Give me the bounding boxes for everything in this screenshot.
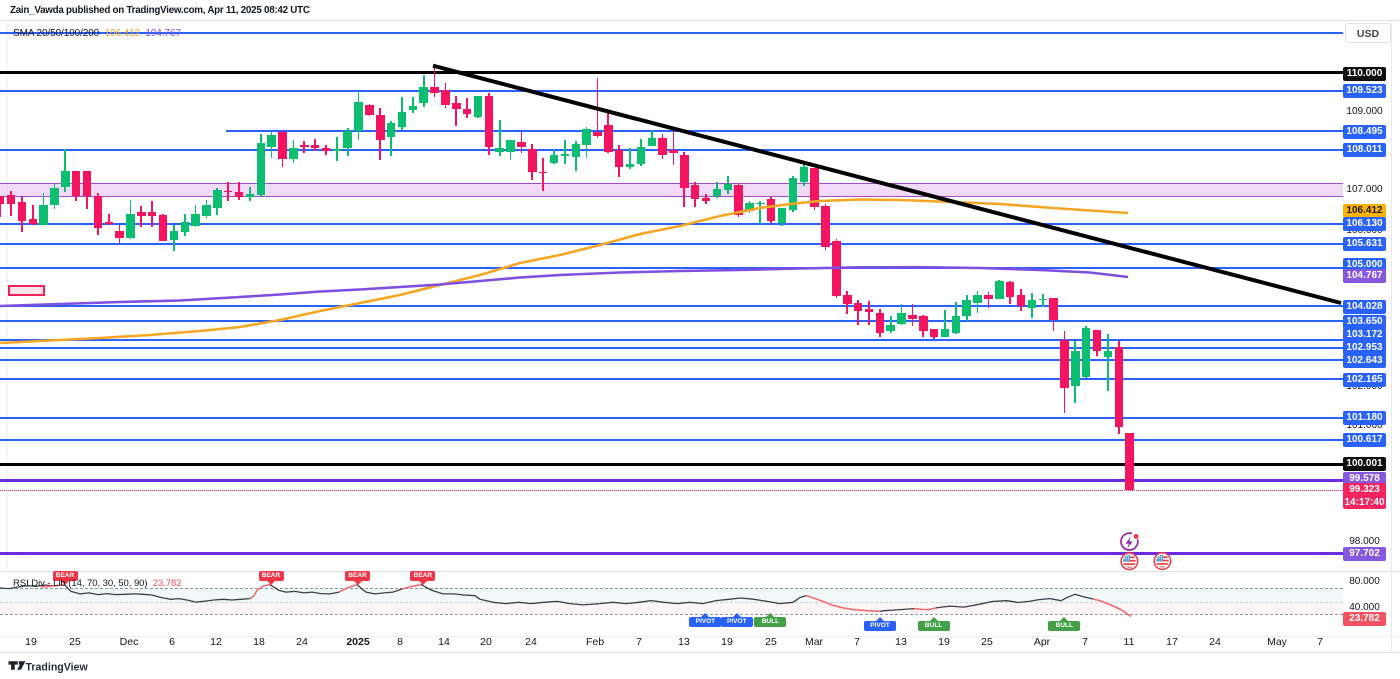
svg-text:TradingView: TradingView [26, 662, 89, 674]
